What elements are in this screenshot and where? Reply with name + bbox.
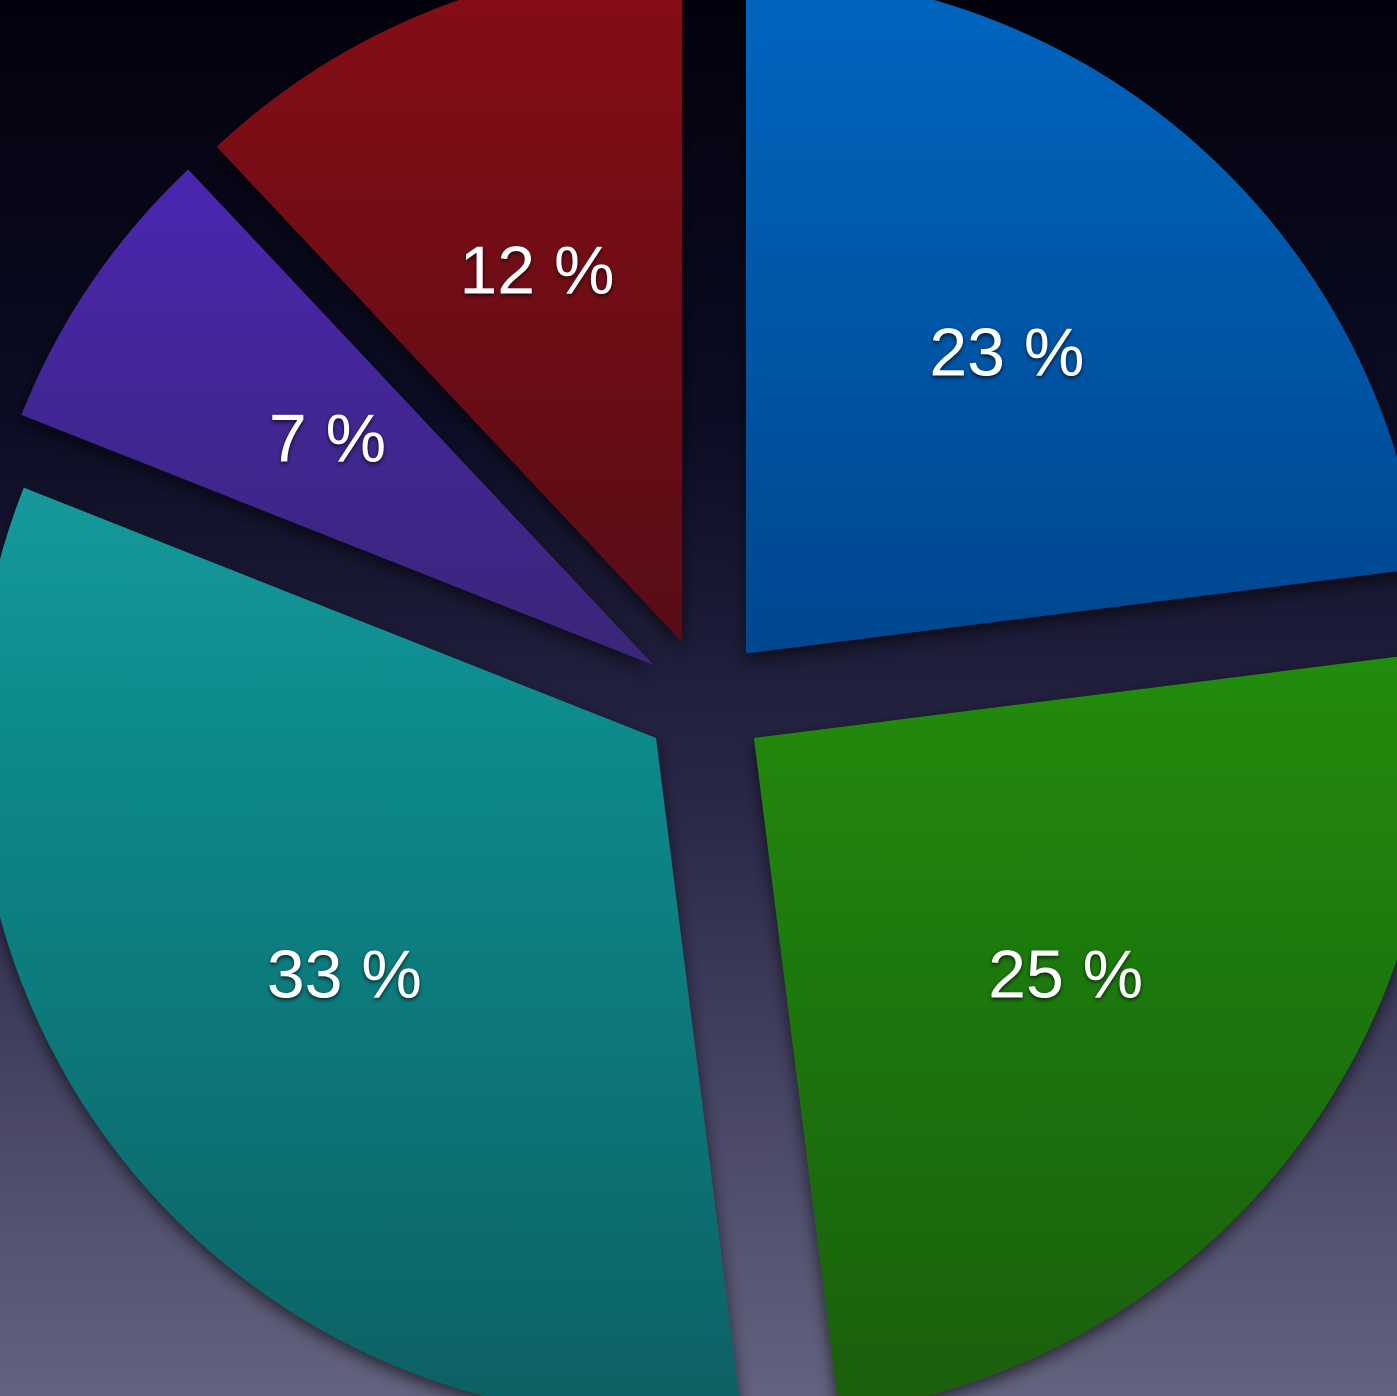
slice-label-7: 7 % (269, 400, 386, 476)
slice-label-25: 25 % (988, 937, 1143, 1013)
pie-slice-7 (21, 169, 654, 666)
slice-label-23: 23 % (929, 315, 1084, 391)
pie-slice-25 (753, 656, 1397, 1396)
pie-labels: 23 % 25 % 33 % 7 % 12 % (267, 233, 1143, 1013)
slice-label-33: 33 % (267, 937, 422, 1013)
pie-slice-33 (0, 487, 740, 1396)
pie-slice-12 (216, 0, 683, 643)
pie-slice-23 (746, 0, 1397, 654)
slice-label-12: 12 % (459, 233, 614, 309)
